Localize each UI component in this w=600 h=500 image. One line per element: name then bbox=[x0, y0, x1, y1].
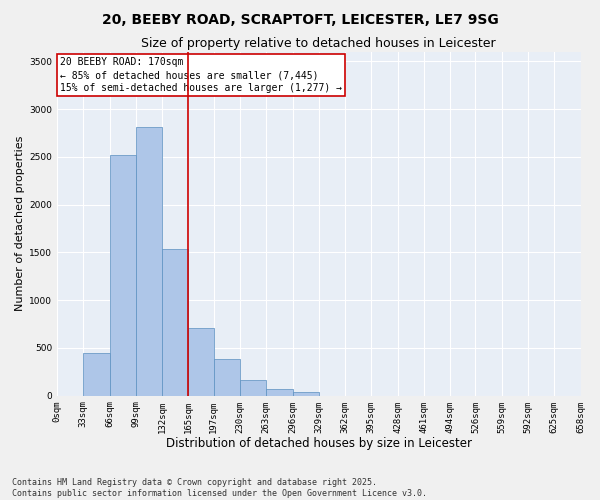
Bar bbox=[136, 127, 162, 396]
X-axis label: Distribution of detached houses by size in Leicester: Distribution of detached houses by size … bbox=[166, 437, 472, 450]
Bar bbox=[266, 389, 293, 396]
Bar bbox=[293, 392, 319, 396]
Bar bbox=[110, 155, 136, 396]
Text: Contains HM Land Registry data © Crown copyright and database right 2025.
Contai: Contains HM Land Registry data © Crown c… bbox=[12, 478, 427, 498]
Bar bbox=[214, 360, 240, 396]
Bar bbox=[240, 380, 266, 396]
Text: 20, BEEBY ROAD, SCRAPTOFT, LEICESTER, LE7 9SG: 20, BEEBY ROAD, SCRAPTOFT, LEICESTER, LE… bbox=[101, 12, 499, 26]
Y-axis label: Number of detached properties: Number of detached properties bbox=[15, 136, 25, 312]
Bar bbox=[188, 328, 214, 396]
Bar bbox=[162, 250, 188, 396]
Title: Size of property relative to detached houses in Leicester: Size of property relative to detached ho… bbox=[142, 38, 496, 51]
Text: 20 BEEBY ROAD: 170sqm
← 85% of detached houses are smaller (7,445)
15% of semi-d: 20 BEEBY ROAD: 170sqm ← 85% of detached … bbox=[59, 57, 341, 93]
Bar bbox=[83, 352, 110, 396]
